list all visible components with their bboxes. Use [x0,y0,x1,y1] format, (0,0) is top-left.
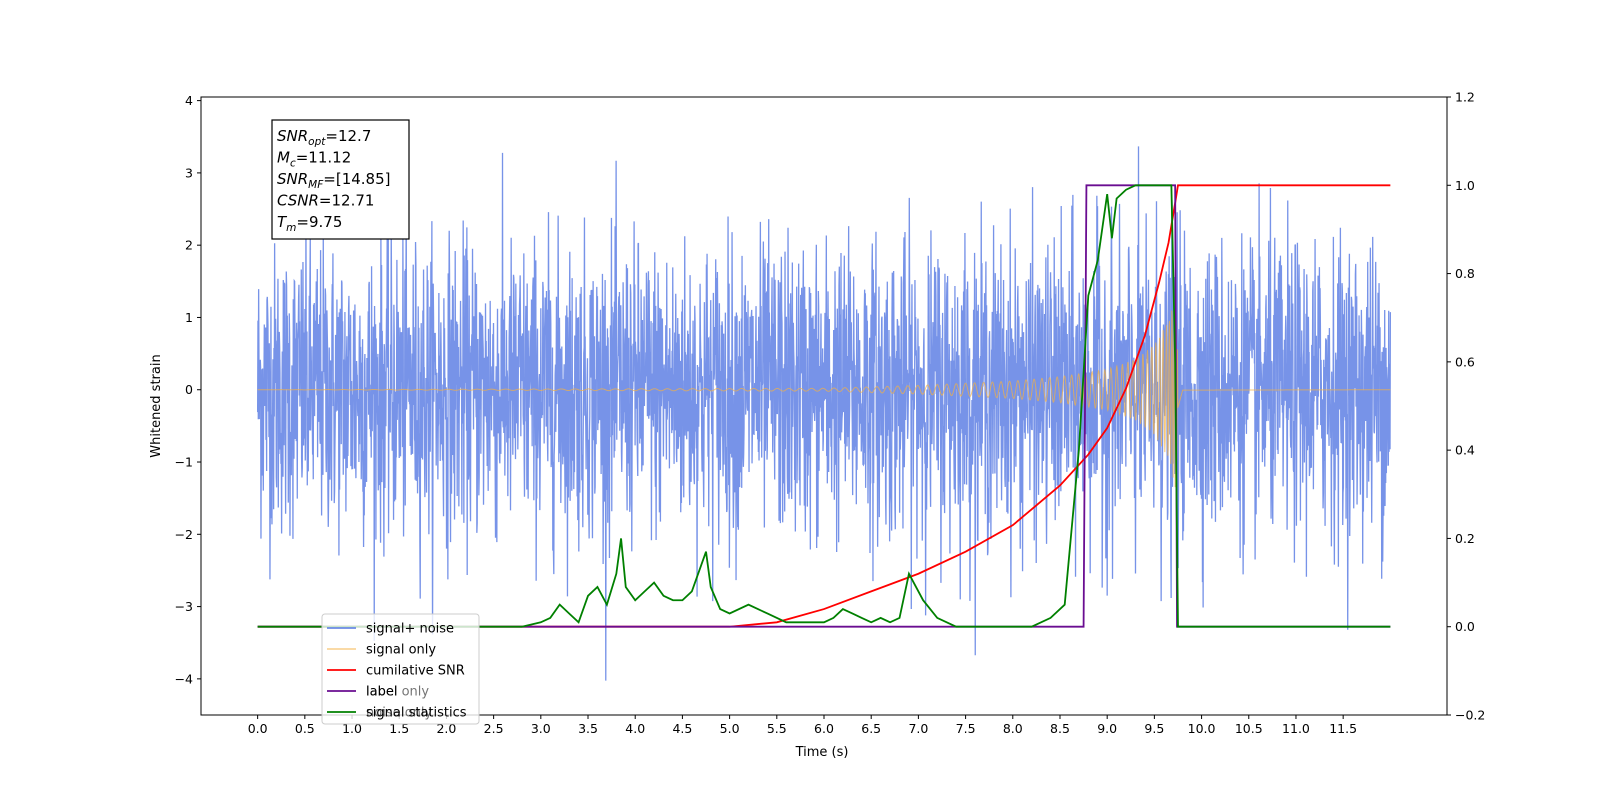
annotation-box: SNRopt=12.7Mc=11.12SNRMF=[14.85]CSNR=12.… [271,119,410,240]
y-tick-label: 2 [185,238,193,253]
annotation-value: =12.7 [325,127,371,145]
x-tick-label: 9.0 [1097,721,1117,736]
series-signal-statistics [257,184,1391,628]
annotation-symbol: T [277,213,288,231]
y-tick-label: 1 [185,310,193,325]
y-axis-ticks: 4 3 2 1 0 −1 −2 −3 −4 [175,93,201,686]
x-tick-label: 3.5 [578,721,598,736]
x-axis-ticks: 0.0 0.5 1.0 1.5 2.0 2.5 3.0 3.5 4.0 4.5 5.0 5.5 6.0 6… [248,715,1357,736]
y-tick-label: −1 [175,455,193,470]
legend-ghost-text: label only [366,685,429,700]
annotation-frame [271,119,410,240]
x-tick-label: 5.0 [720,721,740,736]
legend-label: signal+ noise [366,622,454,637]
annotation-line: CSNR=12.71 [277,192,374,210]
legend-label: cumilative SNR [366,664,465,679]
y2-tick-label: 1.0 [1455,178,1475,193]
series-cumulative-snr [257,184,1391,628]
x-tick-label: 3.0 [531,721,551,736]
plot-area [256,146,1392,681]
x-tick-label: 10.0 [1188,721,1216,736]
x-tick-label: 0.0 [248,721,268,736]
x-tick-label: 1.0 [342,721,362,736]
y2-tick-label: 0.2 [1455,531,1475,546]
series-signal-only [257,296,1391,488]
annotation-value: =12.71 [319,192,375,210]
x-axis-label: Time (s) [795,745,849,760]
x-tick-label: 9.5 [1144,721,1164,736]
y2-tick-label: 0.6 [1455,354,1475,369]
legend: label only noise only signal+ noise signal … [321,613,480,725]
x-tick-label: 6.0 [814,721,834,736]
annotation-symbol: CSNR [277,192,319,210]
y2-tick-label: −0.2 [1455,708,1485,723]
x-tick-label: 10.5 [1235,721,1263,736]
x-tick-label: 7.0 [908,721,928,736]
x-tick-label: 2.0 [436,721,456,736]
annotation-symbol: SNR [277,127,308,145]
x-tick-label: 5.5 [767,721,787,736]
y2-tick-label: 0.0 [1455,619,1475,634]
y-tick-label: 4 [185,93,193,108]
annotation-symbol: M [277,149,290,167]
x-tick-label: 7.5 [956,721,976,736]
annotation-subscript: opt [308,136,326,148]
annotation-line: SNRopt=12.7 [277,127,371,148]
x-tick-label: 2.5 [484,721,504,736]
y2-axis-ticks: 1.2 1.0 0.8 0.6 0.4 0.2 0.0 −0.2 [1447,90,1485,723]
y-tick-label: −3 [175,599,193,614]
legend-frame [321,613,480,725]
y-tick-label: −4 [175,671,193,686]
annotation-subscript: c [290,158,296,170]
x-tick-label: 8.5 [1050,721,1070,736]
annotation-value: =11.12 [296,149,352,167]
annotation-line: Mc=11.12 [277,149,351,170]
x-tick-label: 1.5 [389,721,409,736]
x-tick-label: 0.5 [295,721,315,736]
legend-label: signal only [366,643,436,658]
y2-tick-label: 0.4 [1455,443,1475,458]
y-axis-label: Whitened strain [149,354,164,457]
x-tick-label: 11.0 [1282,721,1310,736]
annotation-subscript: m [286,222,296,234]
annotation-symbol: SNR [277,170,308,188]
x-tick-label: 8.0 [1003,721,1023,736]
series-signal-plus-noise [256,146,1392,681]
annotation-value: =9.75 [296,213,342,231]
y2-tick-label: 1.2 [1455,90,1475,105]
legend-ghost-text: noise only [366,706,433,721]
x-tick-label: 11.5 [1329,721,1357,736]
annotation-line: SNRMF=[14.85] [277,170,391,191]
y-tick-label: 3 [185,165,193,180]
x-tick-label: 6.5 [861,721,881,736]
y2-tick-label: 0.8 [1455,266,1475,281]
annotation-line: Tm=9.75 [277,213,342,234]
annotation-subscript: MF [308,179,324,191]
y-tick-label: −2 [175,527,193,542]
legend-label: signal statistics [366,706,467,721]
x-tick-label: 4.5 [672,721,692,736]
legend-label: label [366,685,397,700]
y-tick-label: 0 [185,382,193,397]
annotation-value: =[14.85] [323,170,390,188]
x-tick-label: 4.0 [625,721,645,736]
